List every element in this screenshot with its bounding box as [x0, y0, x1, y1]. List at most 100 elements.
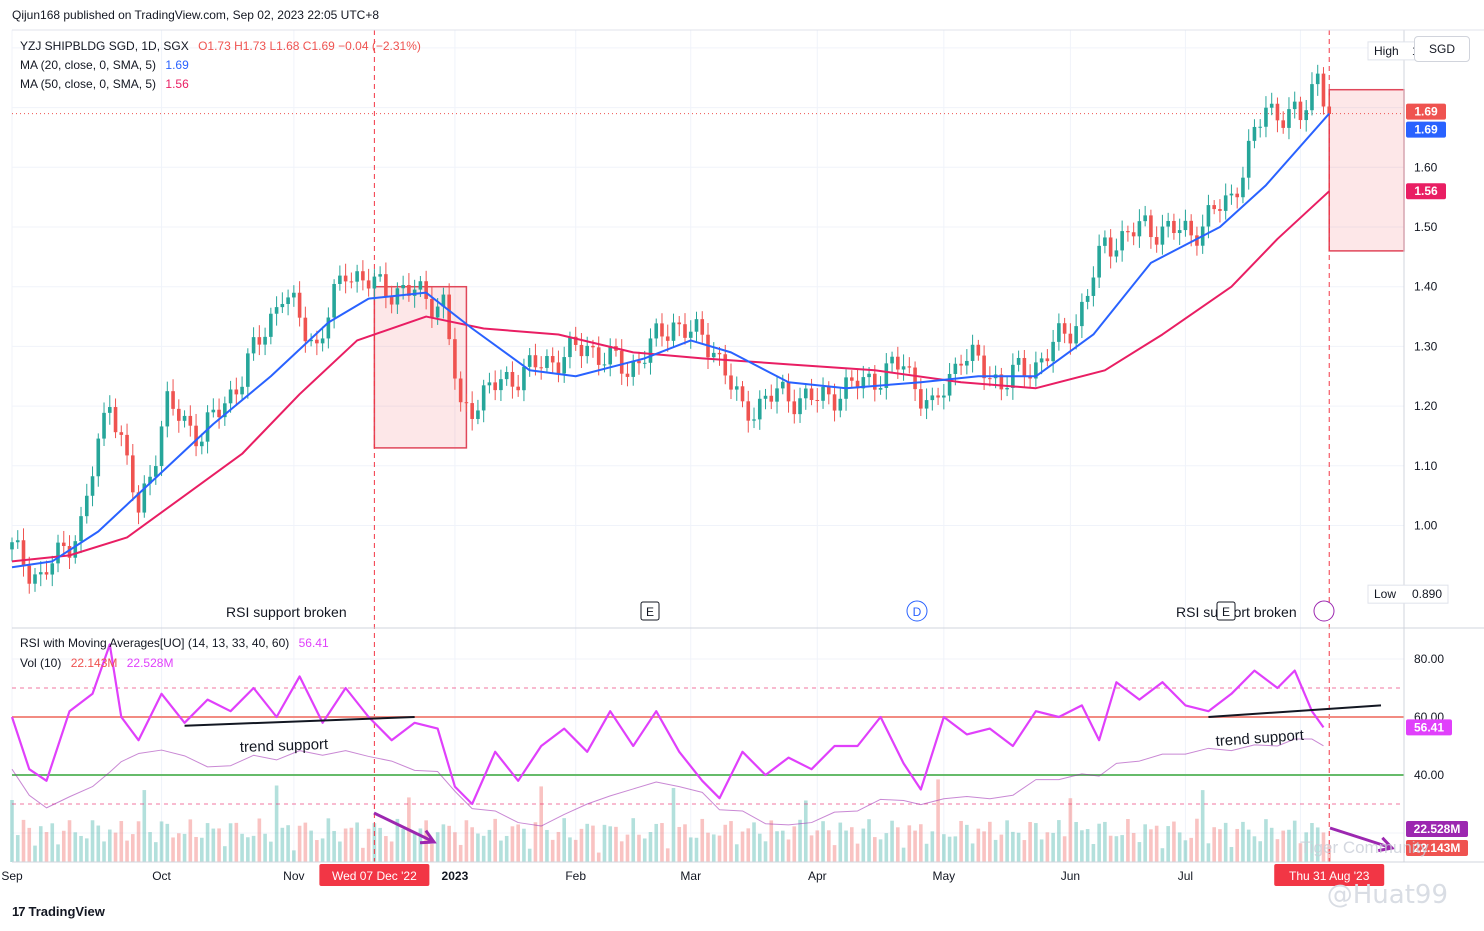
candle-body [292, 292, 296, 298]
candle-body [159, 426, 164, 467]
volume-bar [257, 818, 262, 862]
volume-bar [332, 830, 336, 862]
candle-body [901, 366, 906, 370]
candle-body [274, 307, 279, 314]
candle-body [1143, 215, 1147, 222]
volume-bar [177, 833, 181, 862]
ma50-label: MA (50, close, 0, SMA, 5) [20, 77, 157, 91]
candle-body [867, 373, 871, 378]
candle-body [821, 386, 825, 401]
candle-body [56, 542, 60, 564]
volume-bar [1246, 829, 1251, 862]
rsi-legend[interactable]: RSI with Moving Averages[UO] (14, 13, 33… [20, 636, 329, 650]
candle-body [125, 434, 129, 456]
candle-body [424, 281, 428, 299]
volume-bar [303, 822, 308, 862]
event-marker-label: E [1222, 605, 1230, 619]
candle-body [729, 375, 733, 390]
candle-body [982, 355, 986, 379]
volume-bar [896, 827, 900, 862]
candle-body [1315, 73, 1320, 85]
volume-bar [33, 845, 37, 862]
candle-body [251, 337, 256, 354]
volume-bar [1252, 836, 1257, 862]
candle-body [470, 403, 474, 419]
candle-body [228, 389, 233, 404]
volume-bar [1298, 843, 1303, 862]
candle-body [263, 336, 267, 345]
candle-body [625, 373, 630, 377]
candle-body [740, 386, 745, 402]
volume-bar [832, 845, 837, 862]
volume-bar [838, 822, 843, 862]
candle-body [619, 350, 624, 374]
volume-bar [349, 827, 354, 862]
candle-body [919, 389, 923, 409]
volume-bar [585, 823, 590, 862]
trend-support-line [184, 716, 415, 727]
hl-box [1367, 584, 1449, 604]
volume-bar [861, 828, 866, 862]
candle-body [1108, 237, 1113, 257]
volume-bar [228, 823, 233, 862]
volume-bar [251, 835, 256, 862]
volume-badge-2 [1406, 840, 1468, 856]
volume-bar [965, 824, 969, 862]
candle-body [1166, 220, 1170, 227]
highlight-box [1328, 88, 1405, 252]
candle-body [107, 407, 112, 413]
price-tick-label: 1.40 [1414, 280, 1438, 294]
candle-body [850, 377, 854, 381]
volume-bar [1131, 832, 1136, 862]
volume-bar [752, 822, 756, 862]
volume-bar [165, 823, 170, 862]
volume-bar [355, 822, 359, 862]
ma50-legend[interactable]: MA (50, close, 0, SMA, 5) 1.56 [20, 77, 189, 91]
candle-body [942, 395, 946, 398]
arrow-left-head [419, 829, 437, 845]
candle-body [757, 398, 762, 420]
candle-body [1085, 295, 1090, 302]
brand-label: TradingView [28, 904, 105, 919]
candle-body [775, 388, 779, 402]
candle-body [930, 395, 935, 401]
candle-body [1126, 231, 1130, 233]
candle-body [1223, 195, 1228, 211]
grid [11, 30, 1404, 862]
volume-bar [1154, 825, 1159, 862]
currency-button[interactable]: SGD [1414, 36, 1470, 62]
volume-bar [1057, 820, 1061, 862]
symbol-legend[interactable]: YZJ SHIPBLDG SGD, 1D, SGX O1.73 H1.73 L1… [20, 39, 421, 53]
volume-bar [142, 790, 147, 862]
candle-body [309, 339, 313, 342]
candle-body [947, 373, 952, 396]
volume-legend[interactable]: Vol (10) 22.143M 22.528M [20, 656, 173, 670]
candle-body [142, 483, 147, 513]
candle-body [303, 317, 308, 342]
volume-bar [320, 838, 325, 862]
tradingview-brand[interactable]: 17 TradingView [12, 904, 105, 919]
volume-bar [700, 818, 705, 862]
volume-bar [154, 842, 158, 862]
ma20-legend[interactable]: MA (20, close, 0, SMA, 5) 1.69 [20, 58, 189, 72]
candle-body [1160, 226, 1165, 245]
candle-body [976, 344, 981, 356]
candle-body [1241, 177, 1245, 198]
volume-bar [182, 833, 187, 862]
volume-bar [568, 837, 572, 862]
volume-bar [809, 835, 814, 862]
candle-body [671, 322, 676, 341]
volume-bar [654, 823, 659, 862]
candle-body [361, 271, 365, 281]
candle-body [177, 408, 181, 421]
candle-body [165, 391, 170, 427]
volume-bar [384, 836, 388, 862]
volume-bar [1275, 839, 1280, 862]
volume-bar [1051, 832, 1055, 862]
volume-bar [775, 831, 779, 862]
volume-bar [562, 818, 566, 862]
time-highlight-bg [1274, 864, 1385, 886]
author-watermark: @Huat99 [1326, 880, 1448, 910]
candle-body [476, 410, 480, 419]
